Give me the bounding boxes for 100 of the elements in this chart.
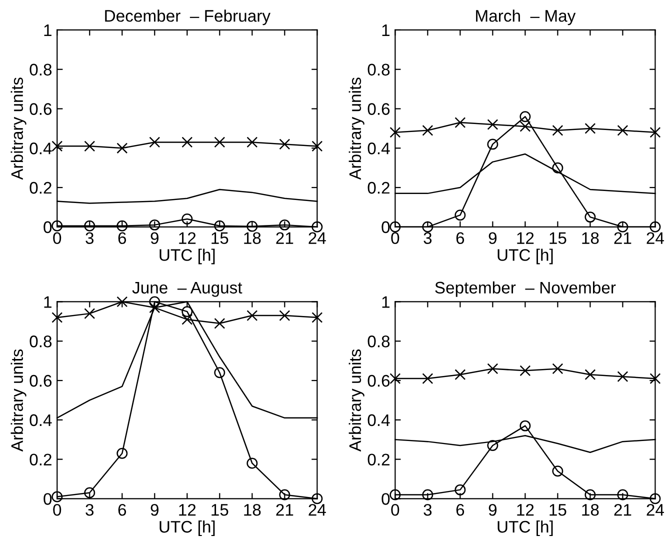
- chart-title: December – February: [105, 10, 270, 26]
- point: [246, 220, 258, 232]
- point: [552, 162, 564, 174]
- x-tick-label: 15: [550, 504, 566, 516]
- point: [214, 136, 226, 148]
- point: [52, 220, 63, 232]
- x-tick-label: 12: [517, 504, 534, 516]
- point: [650, 126, 661, 138]
- y-axis-title: Arbitrary units: [348, 78, 364, 180]
- point: [312, 493, 323, 504]
- x-tick-label: 9: [488, 232, 497, 244]
- point: [52, 491, 63, 502]
- x-tick-label: 0: [53, 232, 62, 244]
- y-tick-label: 1: [382, 24, 390, 36]
- point: [552, 363, 564, 374]
- y-tick-label: 0.2: [368, 182, 390, 194]
- point: [84, 487, 96, 498]
- point: [214, 220, 226, 232]
- x-tick-label: 18: [582, 504, 599, 516]
- y-tick-label: 0: [382, 221, 390, 234]
- x-axis-title: UTC [h]: [498, 520, 553, 536]
- y-tick-label: 0: [44, 221, 52, 234]
- x-tick-label: 6: [456, 232, 464, 244]
- x-tick-label: 18: [244, 232, 261, 244]
- point: [149, 136, 160, 148]
- point: [182, 214, 193, 225]
- point: [584, 489, 596, 500]
- point: [182, 306, 193, 318]
- x-tick-label: 21: [276, 504, 294, 516]
- x-tick-label: 18: [582, 232, 599, 244]
- y-tick-label: 0.8: [30, 336, 52, 348]
- point: [487, 138, 498, 150]
- point: [149, 296, 160, 308]
- y-tick-label: 0.2: [368, 454, 390, 466]
- point: [422, 489, 434, 500]
- point: [116, 220, 128, 232]
- x-tick-label: 15: [550, 232, 566, 244]
- point: [454, 117, 466, 128]
- point: [312, 312, 323, 323]
- point: [214, 367, 226, 378]
- x-tick-label: 18: [244, 504, 261, 516]
- point: [584, 369, 596, 380]
- point: [390, 489, 401, 500]
- point: [279, 219, 290, 230]
- y-tick-label: 0.6: [368, 103, 390, 115]
- point: [246, 310, 258, 322]
- chart-title: September – November: [435, 281, 616, 297]
- point: [552, 466, 564, 477]
- chart-title: June – August: [132, 282, 242, 297]
- y-tick-label: 0.6: [30, 103, 52, 115]
- x-tick-label: 0: [391, 232, 400, 244]
- y-axis-title: Arbitrary units: [348, 349, 364, 452]
- y-tick-label: 0: [44, 493, 52, 505]
- x-tick-label: 12: [517, 232, 534, 244]
- point: [246, 136, 258, 148]
- point: [650, 221, 661, 232]
- x-tick-label: 3: [86, 504, 94, 516]
- point: [84, 140, 96, 152]
- point: [520, 420, 531, 432]
- x-axis-title: UTC [h]: [160, 248, 215, 264]
- y-axis-title: Arbitrary units: [10, 349, 26, 452]
- x-tick-label: 0: [391, 504, 400, 516]
- point: [279, 138, 290, 150]
- point: [312, 221, 323, 232]
- point: [422, 373, 434, 384]
- x-tick-label: 0: [53, 504, 62, 516]
- point: [214, 318, 226, 329]
- point: [84, 220, 96, 232]
- point: [584, 122, 596, 134]
- x-axis-title: UTC [h]: [498, 248, 553, 264]
- x-tick-label: 9: [488, 504, 497, 516]
- y-tick-label: 0: [382, 493, 390, 505]
- point: [279, 489, 290, 500]
- chart-title: March – May: [476, 10, 576, 26]
- x-tick-label: 3: [86, 232, 94, 244]
- x-tick-label: 15: [212, 232, 228, 244]
- point: [312, 140, 323, 152]
- point: [617, 489, 628, 500]
- y-tick-label: 0.6: [30, 374, 52, 387]
- point: [487, 119, 498, 130]
- point: [617, 221, 628, 232]
- point: [84, 308, 96, 320]
- point: [182, 314, 193, 325]
- point: [487, 440, 498, 451]
- x-tick-label: 9: [150, 504, 158, 516]
- y-axis-title: Arbitrary units: [10, 78, 26, 180]
- point: [584, 212, 596, 223]
- x-tick-label: 21: [614, 504, 632, 516]
- y-tick-label: 0.8: [368, 64, 390, 76]
- y-tick-label: 1: [44, 24, 52, 36]
- point: [390, 221, 401, 232]
- point: [650, 373, 661, 384]
- point: [650, 493, 661, 504]
- x-tick-label: 6: [118, 504, 126, 516]
- point: [116, 448, 128, 459]
- point: [617, 371, 628, 382]
- point: [520, 365, 531, 376]
- point: [279, 310, 290, 322]
- y-tick-label: 0.6: [368, 374, 390, 387]
- point: [246, 458, 258, 469]
